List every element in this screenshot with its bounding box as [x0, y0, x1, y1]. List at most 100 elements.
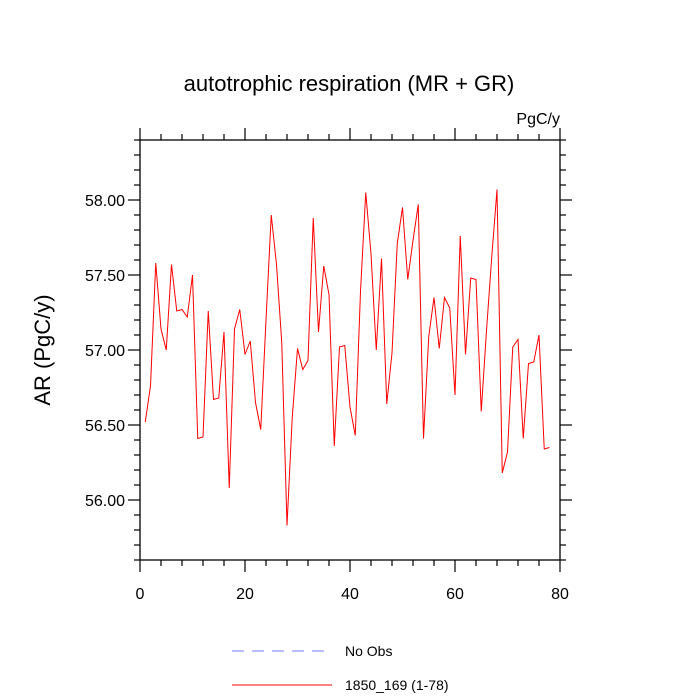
data-point	[544, 448, 545, 449]
data-point	[402, 207, 403, 208]
data-point	[192, 274, 193, 275]
legend-label-no-obs: No Obs	[345, 643, 392, 659]
data-point	[449, 307, 450, 308]
data-point	[502, 472, 503, 473]
x-tick-label: 80	[551, 586, 569, 603]
data-point	[318, 331, 319, 332]
minor-ticks	[134, 134, 566, 566]
data-point	[250, 340, 251, 341]
data-point	[517, 339, 518, 340]
data-point	[523, 438, 524, 439]
series-layer	[144, 189, 550, 526]
data-point	[276, 264, 277, 265]
data-point	[155, 262, 156, 263]
x-tick-label: 20	[236, 586, 254, 603]
data-point	[234, 328, 235, 329]
data-point	[145, 421, 146, 422]
data-point	[507, 451, 508, 452]
data-point	[176, 310, 177, 311]
data-point	[428, 336, 429, 337]
data-point	[349, 406, 350, 407]
data-point	[166, 349, 167, 350]
data-point	[460, 235, 461, 236]
x-tick-label: 0	[136, 586, 145, 603]
data-point	[423, 438, 424, 439]
data-point	[433, 297, 434, 298]
data-point	[376, 349, 377, 350]
x-tick-label: 60	[446, 586, 464, 603]
data-point	[181, 309, 182, 310]
data-point	[397, 243, 398, 244]
x-tick-label: 40	[341, 586, 359, 603]
data-point	[465, 354, 466, 355]
data-point	[339, 346, 340, 347]
data-point	[171, 264, 172, 265]
data-point	[481, 411, 482, 412]
data-point	[528, 363, 529, 364]
y-tick-label: 58.00	[85, 193, 125, 210]
data-point	[549, 447, 550, 448]
data-point	[328, 294, 329, 295]
data-point	[160, 328, 161, 329]
data-point	[491, 256, 492, 257]
data-point	[223, 331, 224, 332]
y-tick-label: 57.50	[85, 268, 125, 285]
data-point	[187, 316, 188, 317]
data-point	[391, 352, 392, 353]
y-tick-label: 56.50	[85, 418, 125, 435]
data-point	[470, 277, 471, 278]
data-point	[265, 319, 266, 320]
data-point	[239, 309, 240, 310]
data-point	[286, 525, 287, 526]
x-tick-labels: 0 20 40 60 80	[136, 586, 569, 603]
data-point	[281, 342, 282, 343]
data-point	[412, 240, 413, 241]
data-point	[260, 429, 261, 430]
series-line	[144, 189, 550, 526]
data-point	[538, 334, 539, 335]
data-point	[365, 192, 366, 193]
data-point	[213, 399, 214, 400]
data-point	[302, 369, 303, 370]
data-point	[197, 438, 198, 439]
data-point	[444, 297, 445, 298]
data-point	[334, 445, 335, 446]
chart-title: autotrophic respiration (MR + GR)	[184, 71, 515, 96]
data-point	[439, 348, 440, 349]
data-point	[344, 345, 345, 346]
y-axis-label: AR (PgC/y)	[30, 294, 55, 405]
data-point	[255, 402, 256, 403]
data-point	[307, 360, 308, 361]
data-point	[292, 417, 293, 418]
data-point	[496, 189, 497, 190]
data-point	[208, 310, 209, 311]
data-point	[512, 346, 513, 347]
data-point	[229, 487, 230, 488]
data-point	[407, 279, 408, 280]
data-point	[355, 435, 356, 436]
data-point	[486, 330, 487, 331]
y-tick-label: 57.00	[85, 343, 125, 360]
y-tick-label: 56.00	[85, 493, 125, 510]
data-point	[381, 258, 382, 259]
data-point	[454, 394, 455, 395]
data-point	[271, 214, 272, 215]
data-point	[244, 354, 245, 355]
data-point	[202, 436, 203, 437]
data-point	[313, 217, 314, 218]
data-point	[297, 348, 298, 349]
data-point	[418, 204, 419, 205]
legend-label-series: 1850_169 (1-78)	[345, 677, 449, 693]
data-point	[533, 361, 534, 362]
major-ticks	[128, 128, 572, 572]
data-point	[386, 403, 387, 404]
units-label: PgC/y	[516, 111, 560, 128]
data-point	[475, 279, 476, 280]
data-point	[370, 253, 371, 254]
y-tick-labels: 56.00 56.50 57.00 57.50 58.00	[85, 193, 125, 510]
data-point	[150, 385, 151, 386]
data-point	[323, 265, 324, 266]
data-point	[218, 397, 219, 398]
legend: No Obs 1850_169 (1-78)	[232, 643, 449, 693]
